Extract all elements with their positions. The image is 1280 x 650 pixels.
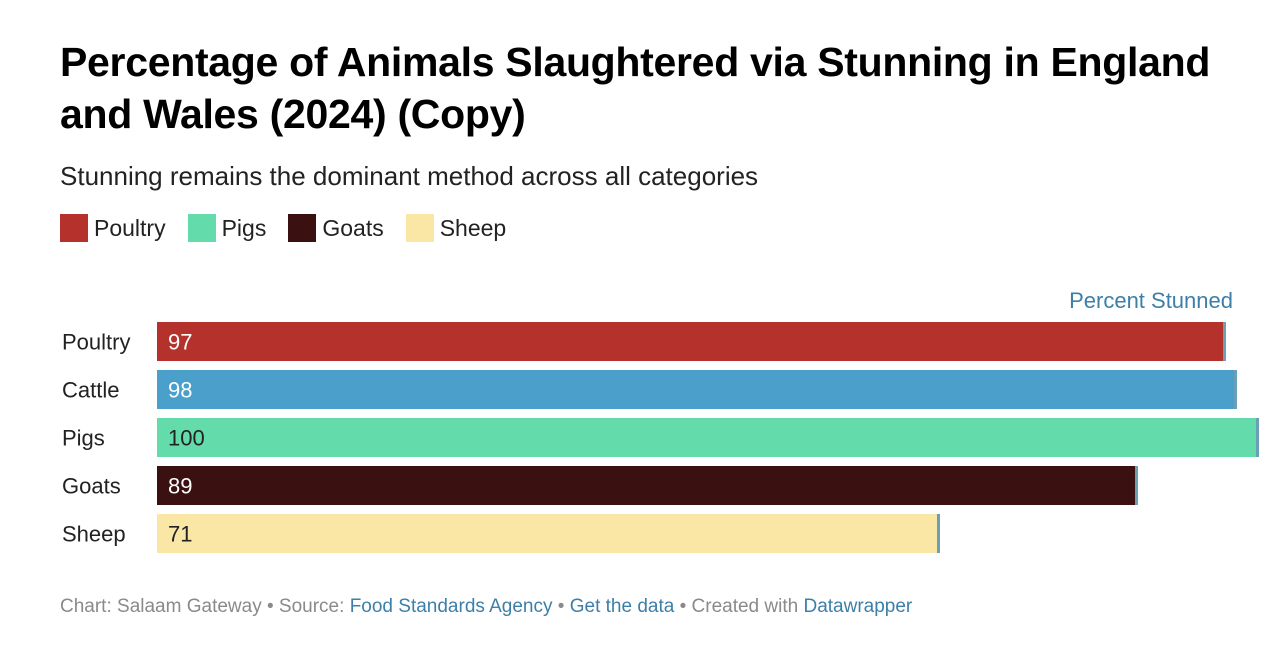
chart-title: Percentage of Animals Slaughtered via St… <box>60 39 1211 137</box>
bar <box>157 466 1136 505</box>
chart-subtitle: Stunning remains the dominant method acr… <box>60 161 759 191</box>
footer-credit: Chart: Salaam Gateway <box>60 596 262 617</box>
bar <box>157 514 938 553</box>
legend-swatch-goats <box>288 214 317 242</box>
legend-swatch-sheep <box>405 214 434 242</box>
footer-separator: • <box>557 596 565 617</box>
category-label: Goats <box>62 474 121 499</box>
column-header: Percent Stunned <box>1069 288 1233 313</box>
legend-label: Goats <box>322 214 384 241</box>
value-label: 97 <box>168 330 192 355</box>
category-label: Poultry <box>62 330 130 355</box>
bar <box>157 322 1224 361</box>
bar <box>157 370 1235 409</box>
category-label: Sheep <box>62 522 126 547</box>
legend-label: Sheep <box>439 214 507 241</box>
footer-separator: • <box>679 596 687 617</box>
source-link[interactable]: Food Standards Agency <box>349 596 553 617</box>
legend-item-sheep: Sheep <box>405 214 507 242</box>
legend-item-pigs: Pigs <box>187 214 267 242</box>
datawrapper-link[interactable]: Datawrapper <box>803 596 913 617</box>
legend-item-poultry: Poultry <box>60 214 166 242</box>
bar-end-marker <box>937 514 940 553</box>
bar-end-marker <box>1256 418 1259 457</box>
category-label: Pigs <box>62 426 105 451</box>
footer: Chart: Salaam Gateway • Source: Food Sta… <box>60 596 912 618</box>
bar-end-marker <box>1234 370 1237 409</box>
category-label: Cattle <box>62 378 119 403</box>
get-data-link[interactable]: Get the data <box>569 596 675 617</box>
value-label: 89 <box>168 474 192 499</box>
value-label: 98 <box>168 378 192 403</box>
value-label: 71 <box>168 522 192 547</box>
bar-end-marker <box>1135 466 1138 505</box>
value-label: 100 <box>168 426 205 451</box>
legend: Poultry Pigs Goats Sheep <box>60 214 506 242</box>
legend-label: Poultry <box>94 214 166 241</box>
bar-end-marker <box>1223 322 1226 361</box>
footer-separator: • <box>266 596 274 617</box>
legend-label: Pigs <box>221 214 267 241</box>
legend-swatch-poultry <box>60 214 88 242</box>
footer-source-prefix: Source: <box>278 596 345 617</box>
legend-swatch-pigs <box>187 214 216 242</box>
footer-created-prefix: Created with <box>691 596 799 617</box>
bar <box>157 418 1257 457</box>
legend-item-goats: Goats <box>288 214 384 242</box>
